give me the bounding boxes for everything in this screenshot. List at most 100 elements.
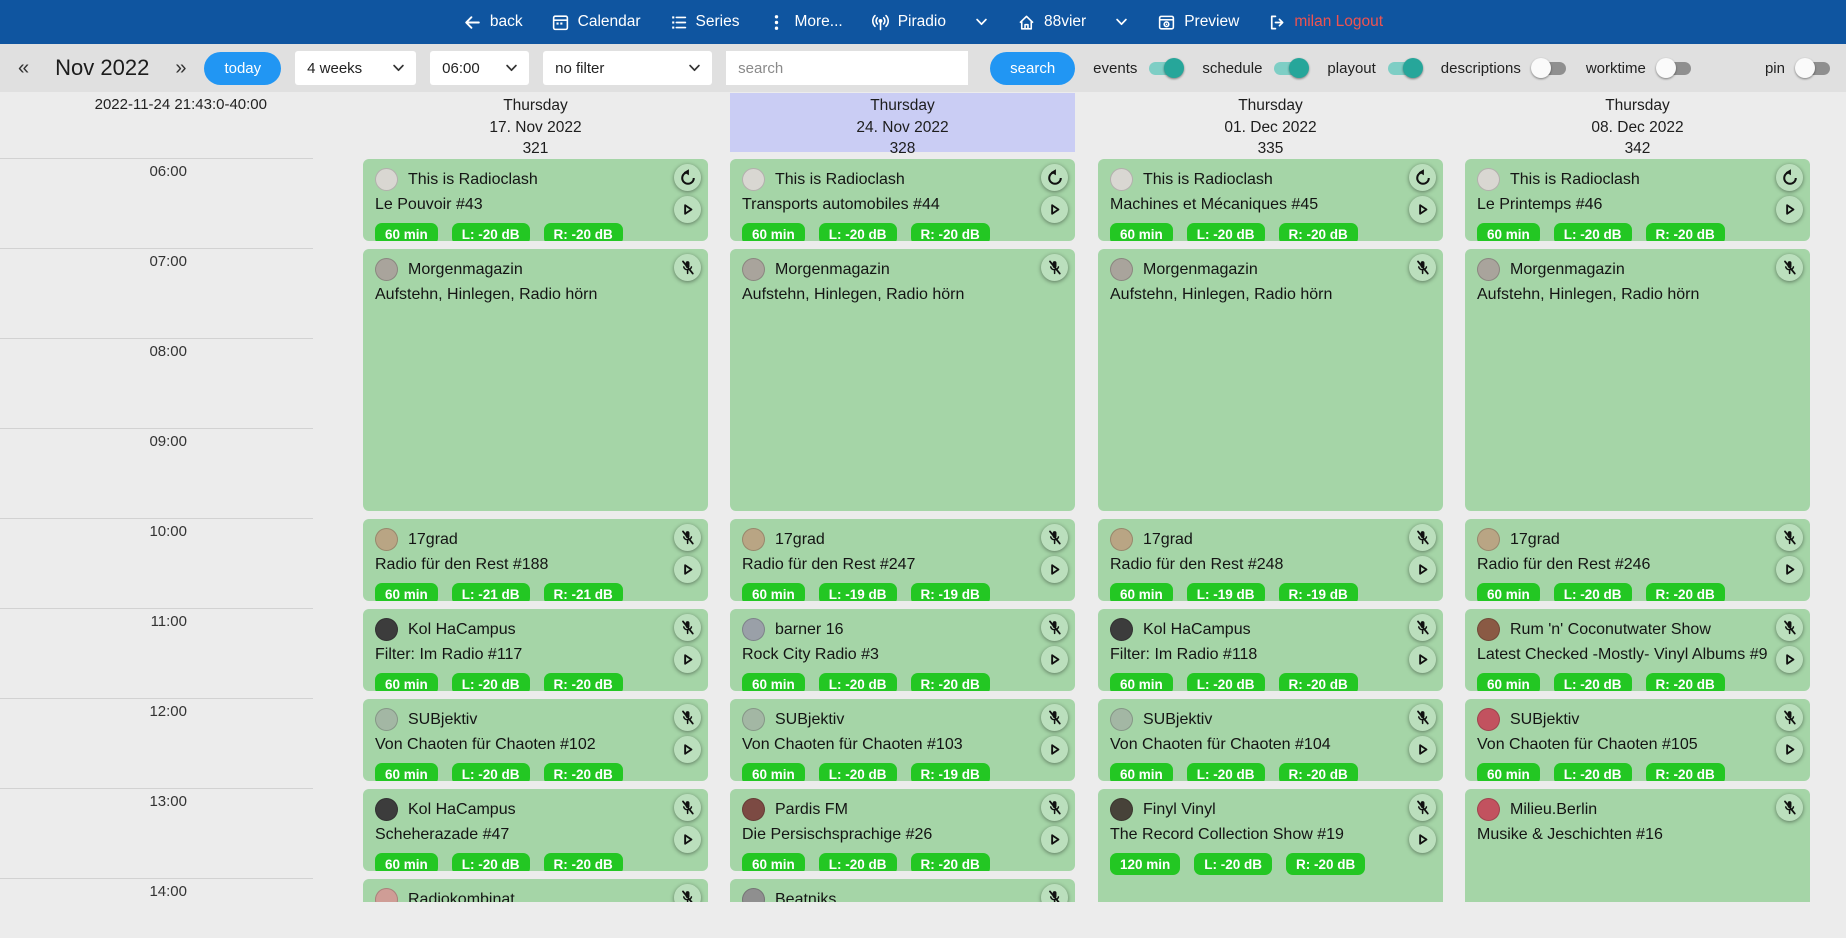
- prev-month-button[interactable]: «: [18, 56, 30, 79]
- event-card[interactable]: Morgenmagazin Aufstehn, Hinlegen, Radio h…: [730, 249, 1075, 511]
- play-button[interactable]: [1041, 826, 1068, 853]
- mute-mic-button[interactable]: [1409, 524, 1436, 551]
- day-column-header[interactable]: Thursday 08. Dec 2022 342: [1465, 93, 1810, 157]
- mute-mic-button[interactable]: [1041, 614, 1068, 641]
- nav-preview[interactable]: Preview: [1157, 13, 1239, 32]
- events-toggle[interactable]: [1147, 58, 1185, 78]
- schedule-toggle[interactable]: [1272, 58, 1310, 78]
- mute-mic-button[interactable]: [1409, 254, 1436, 281]
- play-button[interactable]: [1409, 646, 1436, 673]
- event-card[interactable]: 17grad Radio für den Rest #247 60 min L: -1…: [730, 519, 1075, 601]
- replay-button[interactable]: [1409, 164, 1436, 191]
- event-card[interactable]: Pardis FM Die Persischsprachige #26 60 min…: [730, 789, 1075, 871]
- play-button[interactable]: [1041, 196, 1068, 223]
- event-card[interactable]: This is Radioclash Machines et Mécaniques…: [1098, 159, 1443, 241]
- nav-piradio-dropdown[interactable]: [976, 18, 987, 26]
- event-card[interactable]: Rum 'n' Coconutwater Show Latest Checked …: [1465, 609, 1810, 691]
- period-select[interactable]: 4 weeks: [295, 51, 417, 85]
- mute-mic-button[interactable]: [1776, 704, 1803, 731]
- event-card[interactable]: This is Radioclash Le Printemps #46 60 min…: [1465, 159, 1810, 241]
- mute-mic-button[interactable]: [1409, 704, 1436, 731]
- event-card[interactable]: SUBjektiv Von Chaoten für Chaoten #104 60 …: [1098, 699, 1443, 781]
- event-card[interactable]: 17grad Radio für den Rest #188 60 min L: -2…: [363, 519, 708, 601]
- mute-mic-button[interactable]: [1041, 794, 1068, 821]
- replay-button[interactable]: [674, 164, 701, 191]
- mute-mic-button[interactable]: [1409, 614, 1436, 641]
- play-button[interactable]: [674, 196, 701, 223]
- event-card[interactable]: This is Radioclash Transports automobiles…: [730, 159, 1075, 241]
- mute-mic-button[interactable]: [1776, 614, 1803, 641]
- mute-mic-button[interactable]: [1776, 794, 1803, 821]
- event-card[interactable]: Kol HaCampus Scheherazade #47 60 min L: -20…: [363, 789, 708, 871]
- mute-mic-button[interactable]: [674, 884, 701, 902]
- play-button[interactable]: [1776, 736, 1803, 763]
- play-button[interactable]: [1041, 556, 1068, 583]
- descriptions-toggle[interactable]: [1530, 58, 1568, 78]
- play-button[interactable]: [1776, 556, 1803, 583]
- play-button[interactable]: [1409, 736, 1436, 763]
- event-card[interactable]: Radiokombinat: [363, 879, 708, 902]
- play-button[interactable]: [674, 556, 701, 583]
- event-card[interactable]: Finyl Vinyl The Record Collection Show #1…: [1098, 789, 1443, 902]
- play-button[interactable]: [1041, 646, 1068, 673]
- play-button[interactable]: [674, 646, 701, 673]
- event-card[interactable]: Morgenmagazin Aufstehn, Hinlegen, Radio h…: [1098, 249, 1443, 511]
- mute-mic-button[interactable]: [1041, 884, 1068, 902]
- worktime-toggle[interactable]: [1655, 58, 1693, 78]
- event-card[interactable]: SUBjektiv Von Chaoten für Chaoten #105 60 …: [1465, 699, 1810, 781]
- day-column-header[interactable]: Thursday 17. Nov 2022 321: [363, 93, 708, 157]
- mute-mic-button[interactable]: [674, 614, 701, 641]
- play-button[interactable]: [1409, 196, 1436, 223]
- play-button[interactable]: [1041, 736, 1068, 763]
- event-card[interactable]: SUBjektiv Von Chaoten für Chaoten #102 60 …: [363, 699, 708, 781]
- event-card[interactable]: Kol HaCampus Filter: Im Radio #117 60 min L…: [363, 609, 708, 691]
- event-card[interactable]: Kol HaCampus Filter: Im Radio #118 60 min L…: [1098, 609, 1443, 691]
- search-button[interactable]: search: [990, 51, 1076, 85]
- replay-button[interactable]: [1776, 164, 1803, 191]
- event-card[interactable]: 17grad Radio für den Rest #246 60 min L: -2…: [1465, 519, 1810, 601]
- search-input[interactable]: [726, 51, 969, 85]
- mute-mic-button[interactable]: [1041, 704, 1068, 731]
- mute-mic-button[interactable]: [674, 794, 701, 821]
- nav-series[interactable]: Series: [669, 13, 739, 32]
- event-card[interactable]: This is Radioclash Le Pouvoir #43 60 min L:…: [363, 159, 708, 241]
- mute-mic-button[interactable]: [674, 254, 701, 281]
- mute-mic-button[interactable]: [1776, 524, 1803, 551]
- play-button[interactable]: [1409, 556, 1436, 583]
- hour-gridline: [0, 608, 313, 609]
- nav-88vier-dropdown[interactable]: [1116, 18, 1127, 26]
- nav-88vier[interactable]: 88vier: [1017, 13, 1086, 32]
- event-card[interactable]: Morgenmagazin Aufstehn, Hinlegen, Radio h…: [363, 249, 708, 511]
- day-column-header[interactable]: Thursday 01. Dec 2022 335: [1098, 93, 1443, 157]
- event-card[interactable]: barner 16 Rock City Radio #3 60 min L: -20 …: [730, 609, 1075, 691]
- mute-mic-button[interactable]: [1776, 254, 1803, 281]
- play-button[interactable]: [1409, 826, 1436, 853]
- play-button[interactable]: [1776, 196, 1803, 223]
- day-column-header[interactable]: Thursday 24. Nov 2022 328: [730, 93, 1075, 157]
- event-card[interactable]: SUBjektiv Von Chaoten für Chaoten #103 60 …: [730, 699, 1075, 781]
- replay-button[interactable]: [1041, 164, 1068, 191]
- mute-mic-button[interactable]: [674, 524, 701, 551]
- next-month-button[interactable]: »: [175, 56, 187, 79]
- play-button[interactable]: [1776, 646, 1803, 673]
- mute-mic-button[interactable]: [1041, 524, 1068, 551]
- event-card[interactable]: Beatniks: [730, 879, 1075, 902]
- event-card[interactable]: Morgenmagazin Aufstehn, Hinlegen, Radio h…: [1465, 249, 1810, 511]
- play-button[interactable]: [674, 736, 701, 763]
- pin-toggle[interactable]: [1795, 58, 1832, 78]
- playout-toggle[interactable]: [1386, 58, 1423, 78]
- nav-logout[interactable]: milan Logout: [1267, 13, 1383, 32]
- play-button[interactable]: [674, 826, 701, 853]
- mute-mic-button[interactable]: [1409, 794, 1436, 821]
- event-card[interactable]: 17grad Radio für den Rest #248 60 min L: -1…: [1098, 519, 1443, 601]
- nav-back[interactable]: back: [463, 13, 523, 32]
- today-button[interactable]: today: [204, 51, 282, 85]
- start-time-select[interactable]: 06:00: [430, 51, 530, 85]
- nav-calendar[interactable]: Calendar: [551, 13, 641, 32]
- nav-piradio[interactable]: Piradio: [871, 13, 946, 32]
- filter-select[interactable]: no filter: [543, 51, 713, 85]
- event-card[interactable]: Milieu.Berlin Musike & Jeschichten #16: [1465, 789, 1810, 902]
- mute-mic-button[interactable]: [1041, 254, 1068, 281]
- nav-more[interactable]: More...: [767, 13, 843, 32]
- mute-mic-button[interactable]: [674, 704, 701, 731]
